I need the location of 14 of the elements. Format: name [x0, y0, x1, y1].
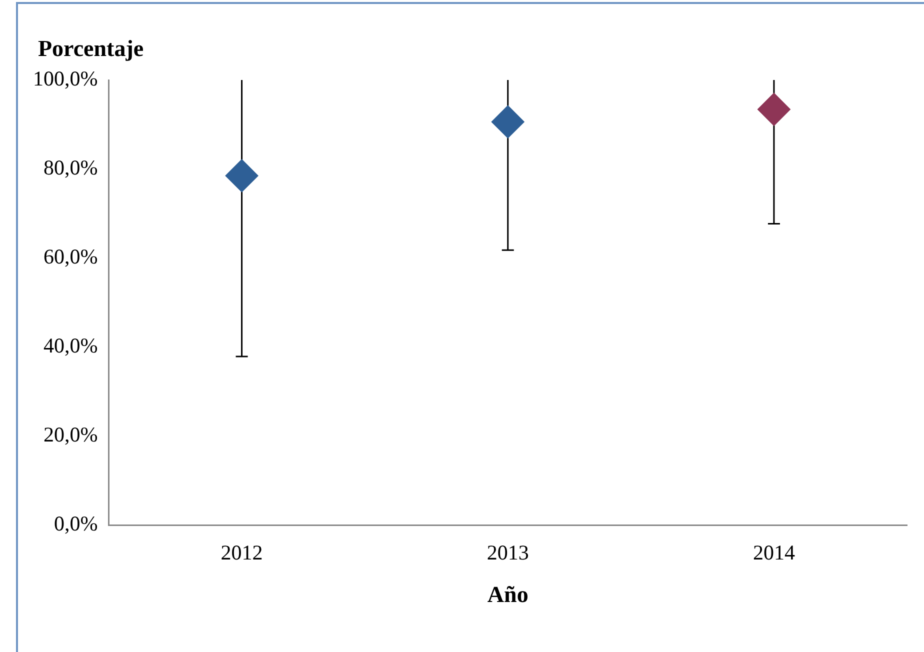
x-tick-label: 2014	[752, 540, 796, 564]
y-tick-label: 100,0%	[32, 66, 98, 91]
y-tick-label: 80,0%	[43, 156, 98, 180]
point	[491, 105, 524, 138]
point	[225, 159, 258, 192]
x-axis-title: Año	[487, 582, 528, 608]
y-axis-title: Porcentaje	[38, 36, 144, 62]
point	[757, 92, 790, 126]
x-tick-label: 2013	[486, 540, 529, 564]
y-tick-label: 20,0%	[43, 422, 98, 447]
y-tick-label: 60,0%	[43, 244, 98, 269]
y-tick-label: 0,0%	[54, 512, 98, 536]
x-tick-label: 2012	[220, 540, 263, 564]
y-tick-label: 40,0%	[43, 334, 98, 358]
